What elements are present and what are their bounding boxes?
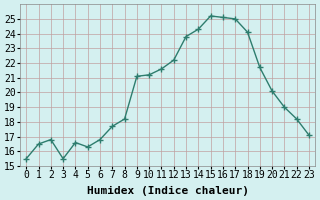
X-axis label: Humidex (Indice chaleur): Humidex (Indice chaleur): [87, 186, 249, 196]
